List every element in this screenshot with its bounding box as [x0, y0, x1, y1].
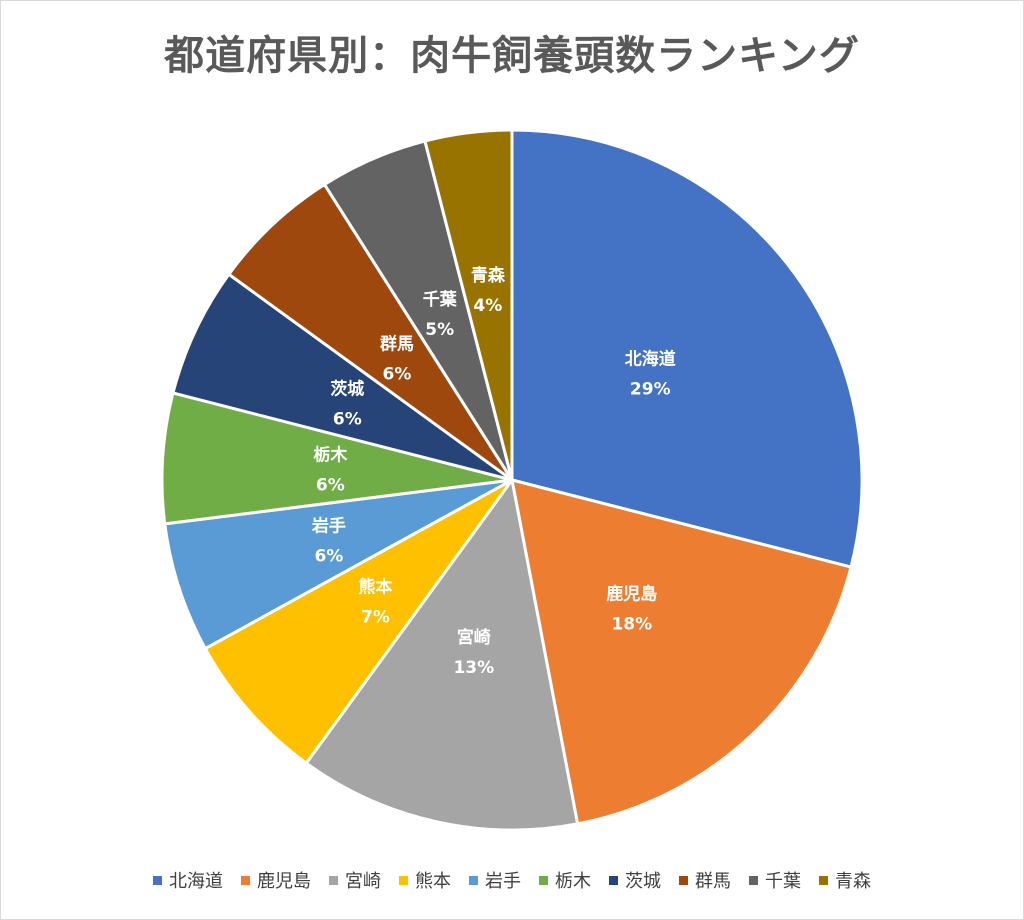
legend-item: 栃木: [539, 867, 591, 893]
slice-category-label: 茨城: [330, 379, 364, 400]
slice-category-label: 熊本: [358, 576, 392, 597]
legend-label: 群馬: [695, 871, 731, 892]
legend-swatch: [609, 875, 618, 885]
slice-percent-label: 6%: [333, 410, 362, 430]
slice-percent-label: 6%: [383, 365, 412, 385]
slice-category-label: 千葉: [423, 289, 458, 310]
slice-percent-label: 18%: [611, 615, 652, 635]
legend-item: 岩手: [469, 867, 521, 893]
slice-category-label: 栃木: [313, 445, 348, 466]
chart-title: 都道府県別：肉牛飼養頭数ランキング: [164, 33, 860, 79]
legend-label: 北海道: [169, 871, 223, 892]
legend-label: 熊本: [415, 871, 451, 892]
legend-swatch: [153, 875, 162, 885]
legend-item: 熊本: [399, 867, 451, 893]
legend-item: 千葉: [749, 867, 801, 893]
slice-percent-label: 6%: [316, 476, 345, 496]
pie-slice-2: [510, 478, 853, 826]
slice-category-label: 岩手: [311, 515, 346, 536]
legend-label: 青森: [835, 871, 871, 892]
legend-label: 宮崎: [345, 871, 381, 892]
legend-label: 茨城: [625, 871, 661, 892]
legend-item: 鹿児島: [241, 867, 311, 893]
slice-percent-label: 13%: [453, 658, 494, 678]
legend-swatch: [469, 875, 478, 885]
slice-category-label: 鹿児島: [606, 584, 657, 605]
pie-slice-7: [171, 272, 514, 482]
legend-item: 北海道: [153, 867, 223, 893]
pie-slice-8: [227, 182, 514, 482]
legend-label: 鹿児島: [257, 871, 311, 892]
legend-item: 宮崎: [329, 867, 381, 893]
legend-label: 千葉: [765, 871, 801, 892]
legend-label: 岩手: [485, 871, 521, 892]
legend-label: 栃木: [555, 871, 591, 892]
legend-swatch: [539, 875, 548, 885]
slice-percent-label: 5%: [425, 320, 454, 340]
slice-percent-label: 6%: [314, 546, 343, 566]
slice-category-label: 群馬: [380, 334, 414, 355]
legend-swatch: [819, 875, 828, 885]
legend-item: 茨城: [609, 867, 661, 893]
legend-swatch: [399, 875, 408, 885]
pie-slice-4: [203, 478, 514, 765]
pie-slice-1: [510, 128, 864, 569]
pie-slice-3: [304, 478, 580, 832]
slice-category-label: 宮崎: [457, 627, 491, 648]
legend: 北海道 鹿児島 宮崎 熊本 岩手 栃木 茨城 群馬 千葉 青森: [1, 867, 1023, 893]
pie-slice-5: [163, 478, 514, 651]
legend-item: 青森: [819, 867, 871, 893]
legend-swatch: [749, 875, 758, 885]
slice-percent-label: 4%: [473, 296, 502, 316]
legend-swatch: [329, 875, 338, 885]
legend-item: 群馬: [679, 867, 731, 893]
slice-category-label: 北海道: [625, 349, 676, 370]
slice-percent-label: 29%: [630, 380, 671, 400]
pie-slice-6: [160, 391, 514, 526]
slice-percent-label: 7%: [361, 607, 390, 627]
slice-category-label: 青森: [471, 265, 506, 286]
legend-swatch: [679, 875, 688, 885]
legend-swatch: [241, 875, 250, 885]
pie-slice-10: [423, 128, 514, 482]
